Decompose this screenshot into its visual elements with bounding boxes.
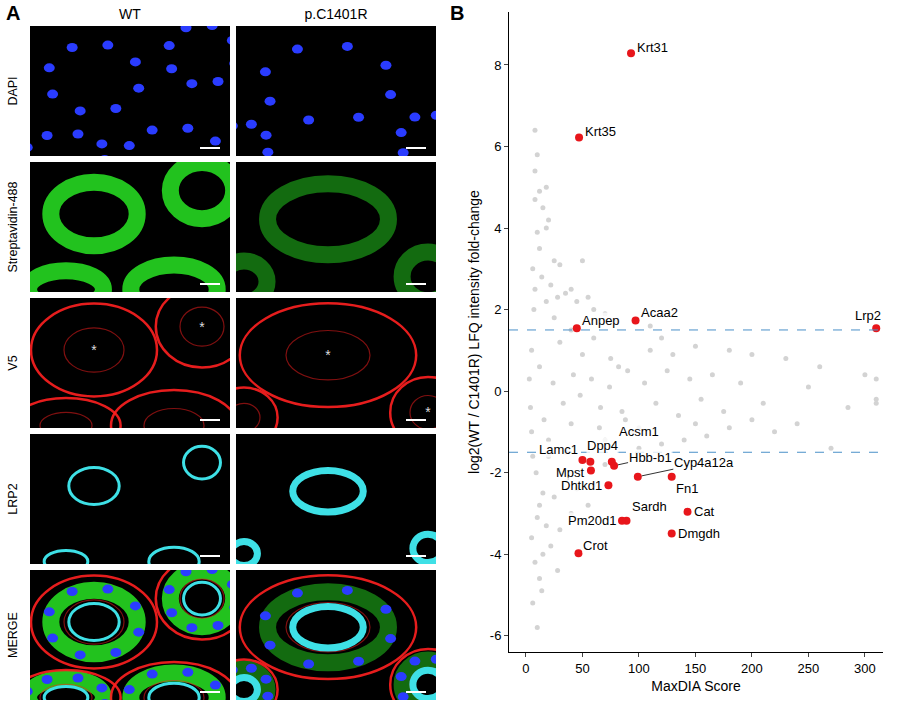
svg-text:*: * bbox=[91, 342, 97, 358]
svg-text:log2(WT / C1401R) LFQ intensit: log2(WT / C1401R) LFQ intensity fold-cha… bbox=[466, 190, 482, 474]
svg-text:*: * bbox=[425, 404, 431, 420]
svg-text:Cat: Cat bbox=[694, 504, 715, 519]
svg-text:Crot: Crot bbox=[583, 538, 608, 553]
svg-text:4: 4 bbox=[494, 221, 501, 236]
svg-text:Hbb-b1: Hbb-b1 bbox=[629, 450, 672, 465]
html-text:V5: V5 bbox=[6, 355, 20, 371]
svg-text:Acaa2: Acaa2 bbox=[641, 305, 678, 320]
html-text:DAPI: DAPI bbox=[6, 76, 20, 106]
svg-text:Anpep: Anpep bbox=[582, 313, 620, 328]
svg-text:150: 150 bbox=[685, 661, 707, 676]
svg-text:*: * bbox=[325, 347, 331, 363]
svg-text:6: 6 bbox=[494, 139, 501, 154]
svg-text:Fn1: Fn1 bbox=[676, 481, 698, 496]
svg-text:Mpst: Mpst bbox=[556, 465, 585, 480]
html-text:MERGE: MERGE bbox=[6, 612, 20, 658]
svg-text:Krt31: Krt31 bbox=[637, 40, 668, 55]
html-text:Streptavidin-488: Streptavidin-488 bbox=[6, 181, 20, 273]
svg-text:0: 0 bbox=[494, 384, 501, 399]
html-text:A: A bbox=[6, 2, 21, 24]
svg-text:Cyp4a12a: Cyp4a12a bbox=[674, 455, 734, 470]
svg-text:200: 200 bbox=[741, 661, 763, 676]
svg-text:-2: -2 bbox=[490, 465, 502, 480]
svg-text:Dpp4: Dpp4 bbox=[587, 438, 618, 453]
svg-text:300: 300 bbox=[854, 661, 876, 676]
svg-text:50: 50 bbox=[575, 661, 589, 676]
svg-text:-4: -4 bbox=[490, 547, 502, 562]
svg-text:*: * bbox=[199, 319, 205, 335]
html-text:WT: WT bbox=[119, 6, 141, 22]
html-text:p.C1401R: p.C1401R bbox=[304, 6, 368, 22]
svg-text:MaxDIA Score: MaxDIA Score bbox=[651, 678, 741, 694]
svg-text:Lamc1: Lamc1 bbox=[539, 442, 578, 457]
svg-text:Pm20d1: Pm20d1 bbox=[568, 513, 616, 528]
svg-text:Acsm1: Acsm1 bbox=[619, 424, 659, 439]
svg-text:Sardh: Sardh bbox=[632, 499, 667, 514]
svg-text:Dmgdh: Dmgdh bbox=[678, 526, 720, 541]
svg-text:250: 250 bbox=[798, 661, 820, 676]
svg-text:Krt35: Krt35 bbox=[585, 124, 616, 139]
html-text:LRP2: LRP2 bbox=[6, 483, 20, 515]
svg-text:2: 2 bbox=[494, 302, 501, 317]
svg-text:8: 8 bbox=[494, 58, 501, 73]
svg-text:Dhtkd1: Dhtkd1 bbox=[561, 478, 602, 493]
svg-text:100: 100 bbox=[628, 661, 650, 676]
html-text:B: B bbox=[450, 2, 465, 24]
svg-text:-6: -6 bbox=[490, 628, 502, 643]
svg-text:0: 0 bbox=[522, 661, 529, 676]
svg-text:Lrp2: Lrp2 bbox=[855, 308, 881, 323]
